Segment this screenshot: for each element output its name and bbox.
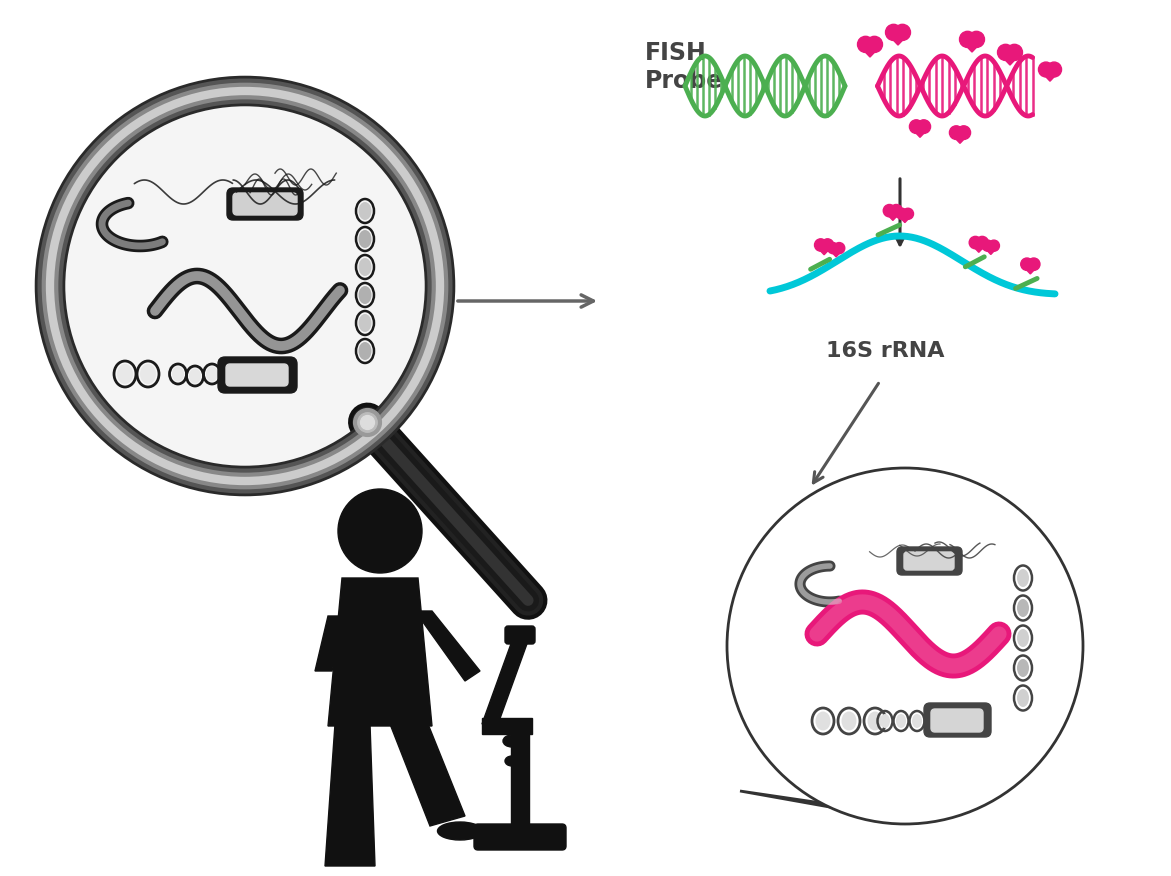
Circle shape	[867, 36, 883, 53]
Circle shape	[896, 208, 908, 219]
Circle shape	[1039, 62, 1054, 77]
Circle shape	[1047, 62, 1062, 77]
FancyBboxPatch shape	[904, 552, 954, 570]
Circle shape	[1028, 258, 1040, 271]
Circle shape	[890, 204, 903, 217]
Ellipse shape	[141, 364, 156, 384]
Polygon shape	[511, 721, 529, 828]
Polygon shape	[415, 611, 480, 681]
FancyBboxPatch shape	[227, 188, 303, 220]
Ellipse shape	[438, 822, 482, 840]
FancyBboxPatch shape	[897, 547, 963, 575]
Circle shape	[959, 32, 975, 47]
Circle shape	[917, 120, 931, 133]
Ellipse shape	[172, 366, 184, 382]
Circle shape	[727, 468, 1083, 824]
Polygon shape	[950, 133, 970, 144]
Circle shape	[883, 204, 896, 217]
Ellipse shape	[896, 714, 906, 728]
Ellipse shape	[879, 714, 890, 728]
Polygon shape	[1039, 70, 1061, 81]
Polygon shape	[328, 578, 432, 726]
Polygon shape	[884, 211, 902, 221]
Circle shape	[50, 91, 440, 481]
Text: 16S rRNA: 16S rRNA	[826, 341, 944, 361]
Polygon shape	[999, 53, 1022, 65]
Circle shape	[821, 239, 834, 251]
Ellipse shape	[1016, 569, 1029, 587]
Ellipse shape	[358, 314, 371, 332]
Circle shape	[957, 126, 971, 139]
Polygon shape	[910, 127, 930, 138]
Circle shape	[338, 489, 422, 573]
Ellipse shape	[358, 286, 371, 304]
Circle shape	[895, 25, 911, 40]
Ellipse shape	[1016, 599, 1029, 617]
Ellipse shape	[1016, 629, 1029, 647]
FancyBboxPatch shape	[233, 193, 297, 215]
FancyBboxPatch shape	[474, 824, 566, 850]
Polygon shape	[740, 791, 910, 816]
Polygon shape	[897, 214, 913, 223]
Circle shape	[910, 120, 923, 133]
Ellipse shape	[358, 342, 371, 360]
Polygon shape	[982, 246, 999, 254]
Circle shape	[968, 32, 985, 47]
Ellipse shape	[505, 756, 519, 766]
Circle shape	[834, 243, 844, 254]
Ellipse shape	[358, 230, 371, 248]
Circle shape	[970, 237, 981, 249]
Polygon shape	[858, 45, 882, 57]
Circle shape	[1006, 45, 1022, 60]
Polygon shape	[482, 641, 528, 724]
Circle shape	[982, 240, 993, 251]
FancyBboxPatch shape	[931, 709, 982, 732]
Circle shape	[857, 36, 874, 53]
Circle shape	[828, 243, 838, 254]
Polygon shape	[390, 724, 465, 826]
Ellipse shape	[358, 258, 371, 276]
Polygon shape	[970, 243, 988, 252]
FancyBboxPatch shape	[218, 357, 297, 393]
Ellipse shape	[842, 711, 856, 731]
Ellipse shape	[912, 714, 922, 728]
FancyBboxPatch shape	[505, 626, 535, 644]
Circle shape	[975, 237, 988, 249]
Polygon shape	[886, 32, 910, 45]
Ellipse shape	[815, 711, 830, 731]
Ellipse shape	[868, 711, 883, 731]
Circle shape	[998, 45, 1014, 60]
Ellipse shape	[189, 369, 201, 384]
Circle shape	[903, 208, 913, 219]
Ellipse shape	[1016, 689, 1029, 707]
Polygon shape	[1021, 265, 1040, 274]
Polygon shape	[815, 245, 833, 255]
Ellipse shape	[504, 735, 521, 747]
Polygon shape	[326, 724, 375, 866]
Circle shape	[950, 126, 963, 139]
Ellipse shape	[117, 364, 133, 384]
Circle shape	[885, 25, 902, 40]
Ellipse shape	[206, 366, 218, 382]
Polygon shape	[828, 248, 844, 257]
FancyBboxPatch shape	[226, 364, 288, 386]
Polygon shape	[482, 718, 532, 734]
Ellipse shape	[358, 202, 371, 220]
Circle shape	[815, 239, 827, 251]
Text: FISH
Probe: FISH Probe	[645, 41, 724, 93]
Circle shape	[988, 240, 999, 251]
FancyBboxPatch shape	[924, 703, 991, 737]
Circle shape	[1021, 258, 1033, 271]
Ellipse shape	[1016, 659, 1029, 677]
Polygon shape	[315, 616, 345, 671]
Polygon shape	[960, 39, 984, 52]
